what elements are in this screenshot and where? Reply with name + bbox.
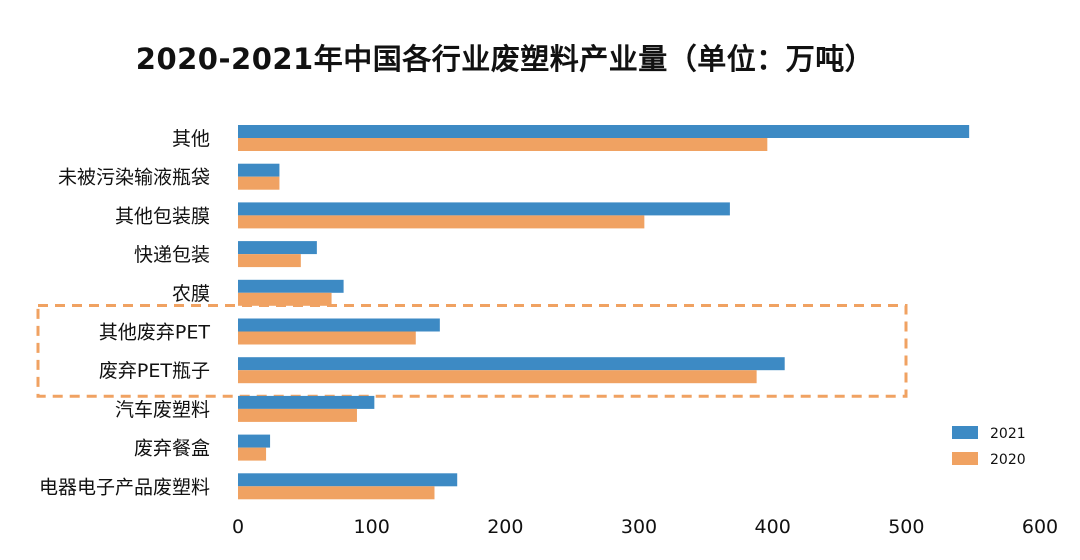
bar-2021-9 bbox=[238, 473, 458, 487]
category-label: 快递包装 bbox=[134, 244, 210, 266]
bar-2020-3 bbox=[238, 254, 301, 268]
category-label: 废弃餐盒 bbox=[134, 438, 210, 460]
chart-title: 2020-2021年中国各行业废塑料产业量（单位：万吨） bbox=[135, 42, 875, 76]
bar-2020-6 bbox=[238, 370, 757, 384]
bar-2021-0 bbox=[238, 125, 970, 138]
category-label: 未被污染输液瓶袋 bbox=[58, 167, 210, 189]
x-tick-label: 100 bbox=[354, 516, 390, 538]
x-tick-label: 200 bbox=[487, 516, 523, 538]
bar-2020-8 bbox=[238, 447, 267, 461]
bar-2021-3 bbox=[238, 241, 317, 255]
bar-2021-2 bbox=[238, 202, 730, 216]
category-label: 汽车废塑料 bbox=[115, 399, 210, 421]
bar-2021-5 bbox=[238, 318, 440, 332]
bars-layer bbox=[238, 125, 970, 500]
bar-2020-7 bbox=[238, 408, 357, 422]
bar-2021-6 bbox=[238, 357, 785, 371]
bar-2020-1 bbox=[238, 176, 280, 190]
category-label: 废弃PET瓶子 bbox=[99, 360, 210, 382]
bar-2020-9 bbox=[238, 486, 435, 500]
bar-2021-4 bbox=[238, 279, 344, 293]
legend-swatch-2020 bbox=[952, 452, 978, 465]
x-tick-label: 400 bbox=[755, 516, 791, 538]
highlight-layer bbox=[36, 304, 908, 398]
x-tick-label: 600 bbox=[1022, 516, 1058, 538]
legend-label: 2021 bbox=[990, 426, 1026, 442]
category-label: 其他包装膜 bbox=[115, 205, 210, 227]
x-tick-label: 0 bbox=[232, 516, 244, 538]
highlight-box bbox=[36, 304, 908, 398]
bar-2021-1 bbox=[238, 163, 280, 177]
category-label: 其他废弃PET bbox=[99, 322, 210, 344]
bar-2021-8 bbox=[238, 434, 271, 448]
category-label: 其他 bbox=[172, 128, 210, 150]
category-label: 农膜 bbox=[172, 283, 210, 305]
category-label: 电器电子产品废塑料 bbox=[39, 476, 210, 498]
legend: 2021 2020 bbox=[952, 426, 1026, 468]
x-tick-label: 300 bbox=[621, 516, 657, 538]
bar-2021-7 bbox=[238, 395, 375, 409]
legend-swatch-2021 bbox=[952, 426, 978, 439]
bar-2020-5 bbox=[238, 331, 416, 345]
legend-label: 2020 bbox=[990, 452, 1026, 468]
x-tick-label: 500 bbox=[888, 516, 924, 538]
bar-2020-4 bbox=[238, 292, 332, 306]
bar-2020-0 bbox=[238, 138, 768, 151]
x-axis-ticks: 0 100 200 300 400 500 600 bbox=[232, 516, 1058, 538]
bar-2020-2 bbox=[238, 215, 645, 229]
